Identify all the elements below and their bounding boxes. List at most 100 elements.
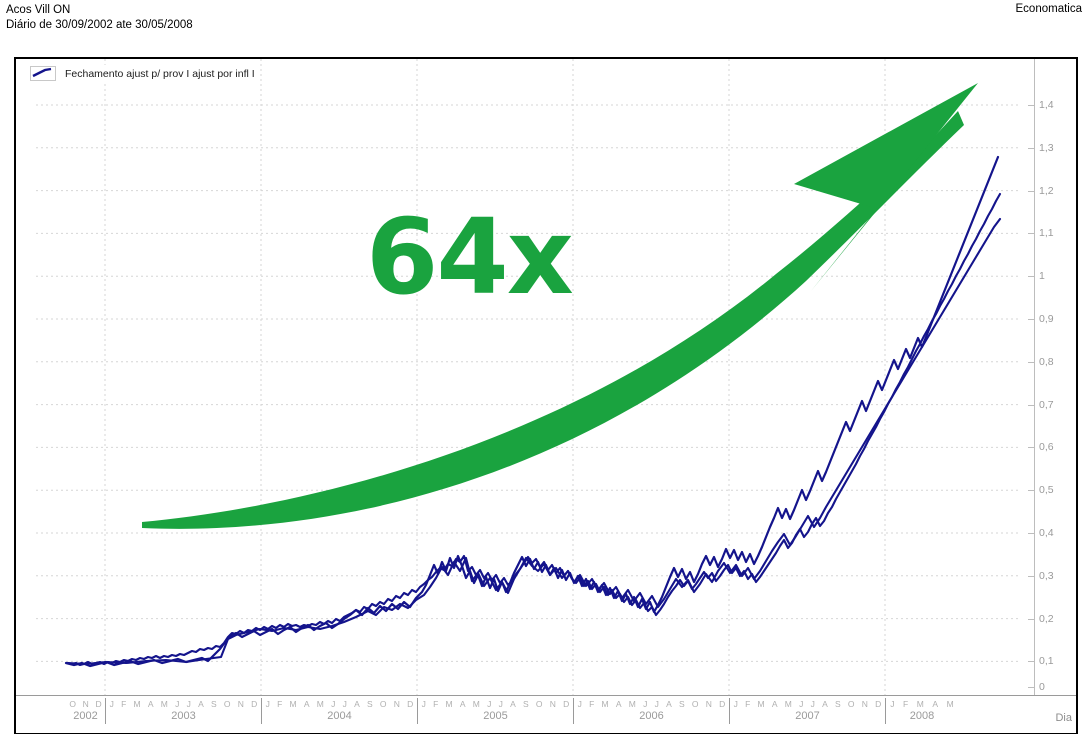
month-label: O — [691, 699, 699, 709]
month-label: M — [316, 699, 324, 709]
legend-series-label: Fechamento ajust p/ prov I ajust por inf… — [65, 67, 255, 80]
chart-legend[interactable]: Fechamento ajust p/ prov I ajust por inf… — [30, 65, 259, 82]
month-label: O — [535, 699, 543, 709]
month-row: J F M A M J J A S O N D — [262, 698, 417, 711]
month-label: J — [799, 699, 804, 709]
x-year-group-2008: J F M A M 2008 — [886, 696, 958, 733]
month-label: S — [210, 699, 217, 709]
year-label: 2008 — [909, 710, 935, 722]
month-label: N — [393, 699, 400, 709]
month-label: F — [903, 699, 909, 709]
month-label: D — [251, 699, 258, 709]
month-label: A — [198, 699, 204, 709]
month-label: S — [678, 699, 685, 709]
y-tick — [1028, 147, 1035, 149]
year-separator — [105, 698, 106, 724]
y-tick — [1028, 618, 1035, 620]
brand-label: Economatica — [1015, 3, 1082, 15]
y-tick-label: 0,8 — [1039, 355, 1054, 368]
year-label: 2002 — [73, 710, 98, 722]
x-year-group-2003: J F M A M J J A S O N D 2003 — [106, 696, 261, 733]
vertical-gridlines — [104, 59, 886, 695]
month-label: J — [498, 699, 503, 709]
y-axis: 1,4 1,3 1,2 1,1 1 0,9 0,8 0,7 0,6 0,5 0,… — [1020, 59, 1076, 695]
month-label: A — [822, 699, 828, 709]
month-label: J — [890, 699, 895, 709]
month-label: J — [487, 699, 492, 709]
month-label: D — [407, 699, 414, 709]
month-label: F — [745, 699, 751, 709]
month-label: J — [109, 699, 114, 709]
x-year-group-2004: J F M A M J J A S O N D 2004 — [262, 696, 417, 733]
month-label: M — [472, 699, 480, 709]
y-tick-label: 0,1 — [1039, 655, 1054, 668]
y-tick — [1028, 447, 1035, 449]
title-block: Acos Vill ON Diário de 30/09/2002 ate 30… — [6, 3, 193, 33]
month-label: M — [628, 699, 636, 709]
year-label: 2005 — [483, 710, 508, 722]
year-separator — [885, 698, 886, 724]
month-label: J — [810, 699, 815, 709]
month-label: D — [719, 699, 726, 709]
y-tick-label: 1 — [1039, 270, 1045, 283]
month-label: S — [366, 699, 373, 709]
month-row: J F M A M J J A S O N D — [418, 698, 573, 711]
month-label: S — [834, 699, 841, 709]
y-tick — [1028, 319, 1035, 320]
y-tick — [1028, 190, 1035, 192]
y-tick-label: 1,3 — [1039, 141, 1054, 154]
chart-header: Acos Vill ON Diário de 30/09/2002 ate 30… — [0, 0, 1088, 52]
month-label: O — [847, 699, 855, 709]
month-row: J F M A M J J A S O N D — [574, 698, 729, 711]
month-label: A — [459, 699, 466, 709]
y-tick — [1028, 687, 1035, 688]
x-year-group-2007: J F M A M J J A S O N D 2007 — [730, 696, 885, 733]
y-tick — [1028, 105, 1035, 106]
y-tick-label: 0,7 — [1039, 398, 1054, 411]
year-label: 2006 — [639, 710, 664, 722]
year-separator — [417, 698, 418, 724]
month-label: M — [601, 699, 609, 709]
month-label: J — [733, 699, 738, 709]
month-label: F — [589, 699, 595, 709]
y-tick-label: 0,5 — [1039, 484, 1054, 497]
month-label: M — [445, 699, 453, 709]
month-label: J — [186, 699, 191, 709]
month-label: J — [654, 699, 659, 709]
month-label: M — [946, 699, 954, 709]
month-label: A — [932, 699, 939, 709]
month-label: A — [354, 699, 360, 709]
plot-area — [16, 59, 1020, 695]
month-row: J F M A M J J A S O N D — [730, 698, 885, 711]
month-label: F — [121, 699, 127, 709]
page-title: Acos Vill ON — [6, 4, 71, 16]
month-label: J — [331, 699, 336, 709]
chart-canvas — [36, 59, 1020, 695]
chart-frame: 1,4 1,3 1,2 1,1 1 0,9 0,8 0,7 0,6 0,5 0,… — [14, 57, 1078, 734]
month-label: O — [223, 699, 231, 709]
y-tick-label: 0,2 — [1039, 612, 1054, 625]
month-label: M — [160, 699, 168, 709]
month-label: A — [303, 699, 310, 709]
line-swatch-icon — [30, 66, 56, 81]
month-label: O — [69, 699, 76, 709]
month-label: O — [379, 699, 387, 709]
month-label: J — [175, 699, 180, 709]
month-label: J — [577, 699, 582, 709]
y-tick — [1028, 575, 1035, 577]
month-label: F — [277, 699, 283, 709]
y-axis-line — [1034, 59, 1035, 695]
month-label: N — [82, 699, 89, 709]
y-tick-label: 0 — [1039, 681, 1045, 693]
month-label: N — [705, 699, 712, 709]
month-label: M — [784, 699, 792, 709]
y-tick-label: 0,4 — [1039, 527, 1054, 539]
price-series — [64, 155, 1000, 668]
x-year-group-2006: J F M A M J J A S O N D 2006 — [574, 696, 729, 733]
y-tick-label: 1,4 — [1039, 99, 1054, 111]
month-label: D — [563, 699, 570, 709]
month-label: A — [666, 699, 672, 709]
month-row: J F M A M — [886, 698, 958, 711]
month-label: N — [237, 699, 244, 709]
month-label: F — [433, 699, 439, 709]
